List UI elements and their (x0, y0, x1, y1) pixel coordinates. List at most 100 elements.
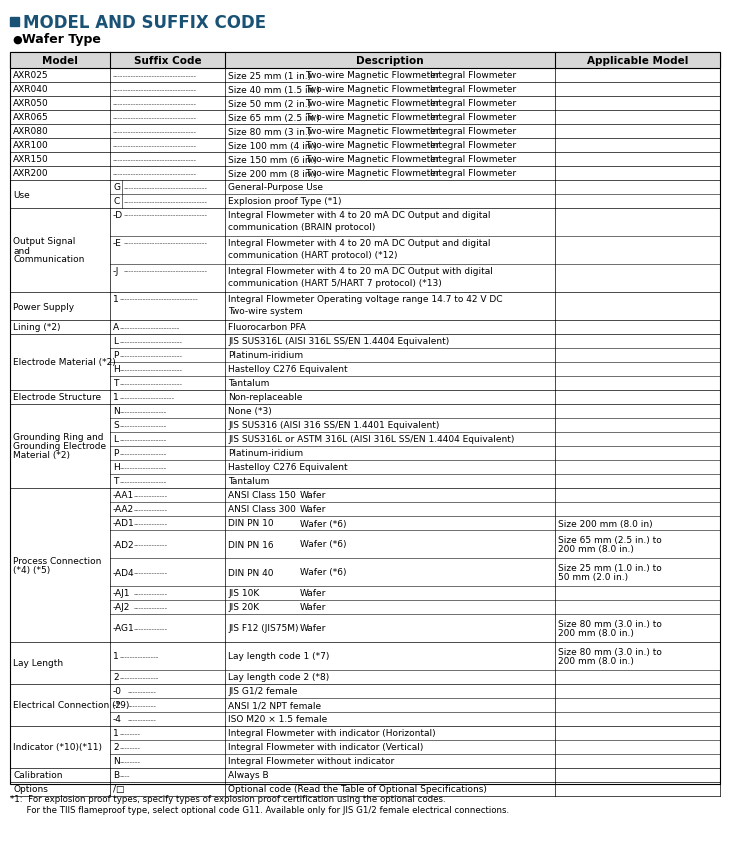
Text: Lay length code 2 (*8): Lay length code 2 (*8) (228, 673, 329, 682)
Text: Size 80 mm (3.0 in.) to: Size 80 mm (3.0 in.) to (558, 619, 662, 628)
Text: ------------------------: ------------------------ (120, 353, 183, 359)
Text: Material (*2): Material (*2) (13, 451, 70, 460)
Text: JIS 10K: JIS 10K (228, 589, 259, 598)
Text: Integral Flowmeter without indicator: Integral Flowmeter without indicator (228, 756, 394, 766)
Text: N: N (113, 407, 120, 416)
Text: Optional code (Read the Table of Optional Specifications): Optional code (Read the Table of Optiona… (228, 785, 487, 793)
Text: Always B: Always B (228, 771, 269, 780)
Text: Two-wire Magnetic Flowmeter: Two-wire Magnetic Flowmeter (305, 72, 439, 80)
Text: communication (HART protocol) (*12): communication (HART protocol) (*12) (228, 252, 398, 260)
Text: -------------: ------------- (134, 541, 168, 548)
Text: Wafer (*6): Wafer (*6) (300, 540, 347, 549)
Text: -AA1: -AA1 (113, 491, 134, 500)
Text: A: A (113, 323, 119, 332)
Text: Power Supply: Power Supply (13, 302, 74, 311)
Text: ------------------: ------------------ (120, 423, 167, 429)
Text: Calibration: Calibration (13, 771, 63, 780)
Text: ---------------: --------------- (120, 653, 159, 659)
Text: ------------------: ------------------ (120, 479, 167, 484)
Text: Wafer Type: Wafer Type (22, 34, 101, 46)
Text: ------------------: ------------------ (120, 451, 167, 457)
Text: H: H (113, 463, 120, 472)
Text: Size 150 mm (6 in.): Size 150 mm (6 in.) (228, 155, 317, 165)
Text: --------------------------------: -------------------------------- (113, 101, 197, 107)
Text: G: G (113, 183, 120, 192)
Text: Grounding Electrode: Grounding Electrode (13, 442, 106, 451)
Text: --------------------------------: -------------------------------- (124, 199, 208, 205)
Text: -----------: ----------- (128, 702, 157, 708)
Text: -------------: ------------- (134, 590, 168, 597)
Text: --------------------------------: -------------------------------- (113, 73, 197, 78)
Text: Two-wire Magnetic Flowmeter: Two-wire Magnetic Flowmeter (305, 170, 439, 178)
Text: -------------: ------------- (134, 604, 168, 610)
Text: ------------------: ------------------ (120, 408, 167, 414)
Text: JIS 20K: JIS 20K (228, 603, 259, 612)
Text: Size 100 mm (4 in.): Size 100 mm (4 in.) (228, 141, 317, 150)
Text: --------------------------------: -------------------------------- (113, 87, 197, 93)
Text: Wafer (*6): Wafer (*6) (300, 519, 347, 528)
Text: -0: -0 (113, 687, 122, 695)
Text: Two-wire system: Two-wire system (228, 307, 303, 316)
Text: 200 mm (8.0 in.): 200 mm (8.0 in.) (558, 544, 634, 554)
Text: AXR025: AXR025 (13, 72, 49, 80)
Text: -4: -4 (113, 715, 122, 723)
Text: /□: /□ (113, 785, 125, 793)
Text: P: P (113, 449, 118, 458)
Text: --------------------------------: -------------------------------- (113, 157, 197, 163)
Text: None (*3): None (*3) (228, 407, 272, 416)
Text: 200 mm (8.0 in.): 200 mm (8.0 in.) (558, 628, 634, 637)
Text: Integral Flowmeter with 4 to 20 mA DC Output and digital: Integral Flowmeter with 4 to 20 mA DC Ou… (228, 239, 491, 247)
Text: Wafer: Wafer (300, 624, 326, 633)
Text: DIN PN 40: DIN PN 40 (228, 568, 274, 576)
Text: Electrode Material (*2): Electrode Material (*2) (13, 358, 116, 367)
Text: Integral Flowmeter: Integral Flowmeter (430, 113, 516, 122)
Text: -AG1: -AG1 (113, 624, 135, 633)
Text: Size 50 mm (2 in.): Size 50 mm (2 in.) (228, 100, 311, 108)
Text: ---------------: --------------- (120, 674, 159, 680)
Text: 1: 1 (113, 652, 119, 661)
Text: --------: -------- (120, 758, 141, 764)
Text: Platinum-iridium: Platinum-iridium (228, 449, 303, 458)
Text: --------------------------------: -------------------------------- (124, 268, 208, 274)
Text: DIN PN 10: DIN PN 10 (228, 519, 274, 528)
Text: ------------------------: ------------------------ (120, 366, 183, 372)
Text: Wafer: Wafer (300, 491, 326, 500)
Text: Fluorocarbon PFA: Fluorocarbon PFA (228, 323, 306, 332)
Text: -AD4: -AD4 (113, 568, 134, 576)
Text: S: S (113, 421, 119, 430)
Text: AXR080: AXR080 (13, 127, 49, 137)
Text: Size 65 mm (2.5 in.) to: Size 65 mm (2.5 in.) to (558, 535, 662, 544)
Text: Two-wire Magnetic Flowmeter: Two-wire Magnetic Flowmeter (305, 127, 439, 137)
Text: Integral Flowmeter: Integral Flowmeter (430, 72, 516, 80)
Text: --------------------------------: -------------------------------- (113, 129, 197, 135)
Text: ANSI Class 150: ANSI Class 150 (228, 491, 296, 500)
Text: -E: -E (113, 239, 122, 247)
Text: JIS SUS316 (AISI 316 SS/EN 1.4401 Equivalent): JIS SUS316 (AISI 316 SS/EN 1.4401 Equiva… (228, 421, 439, 430)
Text: 1: 1 (113, 728, 119, 738)
Text: --------------------------------: -------------------------------- (124, 185, 208, 191)
Text: 200 mm (8.0 in.): 200 mm (8.0 in.) (558, 657, 634, 665)
Text: Grounding Ring and: Grounding Ring and (13, 433, 104, 442)
Text: -AA2: -AA2 (113, 505, 134, 514)
Text: AXR040: AXR040 (13, 85, 49, 95)
Text: Two-wire Magnetic Flowmeter: Two-wire Magnetic Flowmeter (305, 141, 439, 150)
Text: -AD2: -AD2 (113, 540, 134, 549)
Bar (10, 53, 720, 69)
Text: MODEL AND SUFFIX CODE: MODEL AND SUFFIX CODE (23, 14, 266, 31)
Text: ------------------------: ------------------------ (120, 338, 183, 344)
Text: Wafer (*6): Wafer (*6) (300, 568, 347, 576)
Text: ---------------------: --------------------- (120, 394, 175, 401)
Text: --------------------------------: -------------------------------- (113, 143, 197, 149)
Text: Hastelloy C276 Equivalent: Hastelloy C276 Equivalent (228, 463, 347, 472)
Text: Size 65 mm (2.5 in.): Size 65 mm (2.5 in.) (228, 113, 320, 122)
Text: Size 80 mm (3.0 in.) to: Size 80 mm (3.0 in.) to (558, 647, 662, 657)
Text: Two-wire Magnetic Flowmeter: Two-wire Magnetic Flowmeter (305, 100, 439, 108)
Text: 1: 1 (113, 393, 119, 402)
Text: --------------------------------: -------------------------------- (113, 115, 197, 121)
Text: Electrode Structure: Electrode Structure (13, 393, 101, 402)
Text: -D: -D (113, 210, 123, 219)
Text: DIN PN 16: DIN PN 16 (228, 540, 274, 549)
Text: Communication: Communication (13, 255, 85, 264)
Text: -----------: ----------- (128, 717, 157, 722)
Text: Integral Flowmeter with indicator (Vertical): Integral Flowmeter with indicator (Verti… (228, 743, 423, 752)
